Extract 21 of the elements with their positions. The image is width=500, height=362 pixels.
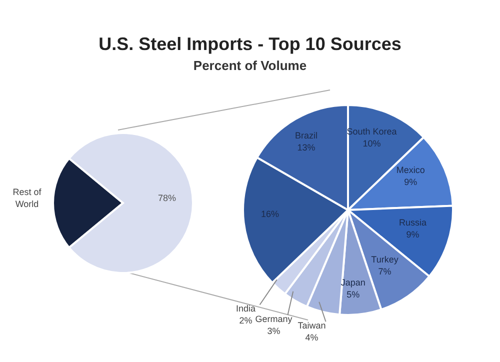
slice-label: Brazil: [294, 130, 318, 140]
slice-label: India: [236, 304, 256, 314]
data-label: 5%: [346, 289, 360, 300]
slice-label: Mexico: [396, 165, 425, 176]
data-label: 10%: [362, 138, 381, 148]
slice-label: Rest of World: [12, 187, 42, 209]
slice-label: Germany: [255, 314, 293, 324]
data-label: 9%: [406, 229, 420, 240]
data-label: 16%: [261, 208, 280, 219]
data-label: 4%: [305, 332, 318, 343]
data-label: 9%: [404, 177, 418, 188]
data-label: 78%: [158, 193, 176, 203]
data-label: 3%: [267, 326, 280, 336]
chart-subtitle: Percent of Volume: [192, 58, 308, 73]
data-label: 7%: [378, 266, 392, 276]
data-label: 2%: [239, 316, 252, 326]
slice-label: Turkey: [371, 254, 399, 264]
text: U.S. Steel Imports - Top 10 Sources: [98, 34, 402, 55]
slice-label: Russia: [398, 217, 426, 228]
data-label: 13%: [297, 142, 316, 152]
slice-label: Taiwan: [298, 320, 326, 331]
